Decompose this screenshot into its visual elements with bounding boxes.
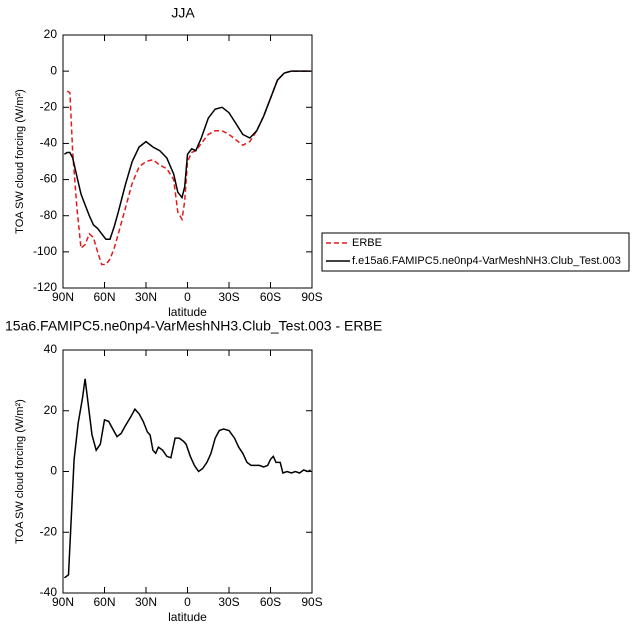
y-tick-label: -20: [40, 524, 58, 538]
y-tick-label: -120: [33, 280, 57, 294]
x-axis-label: latitude: [168, 305, 207, 319]
legend-box: [321, 232, 630, 272]
y-tick-label: -80: [40, 208, 58, 222]
x-tick-label: 60S: [260, 290, 281, 304]
x-tick-label: 60N: [93, 290, 115, 304]
y-tick-label: -40: [40, 136, 58, 150]
legend-label: ERBE: [352, 237, 382, 249]
y-tick-label: -40: [40, 585, 58, 599]
y-tick-label: 20: [44, 403, 58, 417]
x-tick-label: 60S: [260, 595, 281, 609]
y-tick-label: -20: [40, 99, 58, 113]
x-tick-label: 90S: [301, 595, 322, 609]
y-tick-label: 20: [44, 27, 58, 41]
legend-label: f.e15a6.FAMIPC5.ne0np4-VarMeshNH3.Club_T…: [352, 255, 621, 267]
x-tick-label: 90N: [52, 595, 74, 609]
y-tick-label: 0: [50, 63, 57, 77]
x-axis-label: latitude: [168, 610, 207, 624]
y-tick-label: 40: [44, 342, 58, 356]
x-tick-label: 30S: [218, 290, 239, 304]
x-tick-label: 90S: [301, 290, 322, 304]
data-line: [63, 70, 311, 240]
x-tick-label: 30N: [135, 595, 157, 609]
x-tick-label: 90N: [52, 290, 74, 304]
x-tick-label: 30N: [135, 290, 157, 304]
chart-title: 15a6.FAMIPC5.ne0np4-VarMeshNH3.Club_Test…: [5, 318, 382, 334]
data-line: [63, 378, 311, 579]
plot-frame: [62, 349, 313, 594]
y-axis-label: TOA SW cloud forcing (W/m²): [14, 399, 26, 544]
x-tick-label: 0: [184, 595, 191, 609]
x-tick-label: 60N: [93, 595, 115, 609]
y-tick-label: -60: [40, 172, 58, 186]
y-tick-label: 0: [50, 464, 57, 478]
y-axis-label: TOA SW cloud forcing (W/m²): [14, 89, 26, 234]
x-tick-label: 0: [184, 290, 191, 304]
y-tick-label: -100: [33, 244, 57, 258]
x-tick-label: 30S: [218, 595, 239, 609]
chart-title: JJA: [171, 5, 195, 21]
